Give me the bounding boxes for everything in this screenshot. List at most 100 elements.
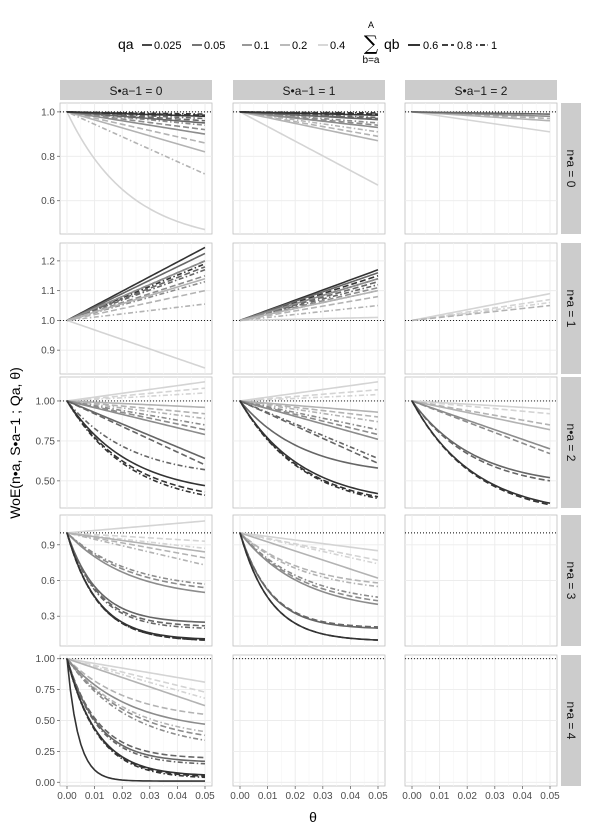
y-tick-label: 0.00 [36,778,56,789]
series-line [411,111,551,115]
x-tick-label: 0.02 [112,791,132,802]
series-line [239,274,379,322]
series-line [239,532,379,598]
y-tick-label: 0.3 [41,612,55,623]
legend: qa 0.025 0.05 0.1 0.2 0.4 A ∑ b=a qb 0.6 0.8 1 [118,20,497,66]
series-line [66,532,206,542]
y-tick-label: 0.25 [36,747,56,758]
series-line [66,658,206,733]
row-strip-label: n•a = 0 [564,150,578,188]
series-line [66,658,206,759]
series-line [66,532,206,585]
series-line [411,292,551,322]
series-line [239,532,379,579]
series-line [411,400,551,504]
series-line [239,532,379,602]
series-line [66,400,206,487]
series-line [239,111,379,186]
legend-qa-label: 0.4 [330,40,345,52]
y-tick-label: 1.0 [41,316,55,327]
series-line [66,658,206,726]
series-line [239,277,379,322]
y-tick-label: 0.50 [36,716,56,727]
series-line [411,400,551,482]
y-tick-label: 1.00 [36,396,56,407]
series-line [66,532,206,623]
y-tick-label: 0.6 [41,576,55,587]
series-line [66,520,206,534]
facet-panels [59,102,558,787]
series-line [66,532,206,566]
series-line [66,658,206,742]
series-line [66,111,206,231]
row-strip-label: n•a = 1 [564,290,578,328]
series-line [66,111,206,175]
x-tick-label: 0.05 [368,791,388,802]
col-strip-label: S•a−1 = 0 [110,84,163,98]
series-line [411,111,551,133]
series-line [66,289,206,322]
legend-qb-label: 1 [491,40,497,52]
series-line [239,400,379,460]
series-line [66,263,206,322]
series-line [66,380,206,402]
legend-sum-symbol: ∑ [364,31,379,55]
x-tick-label: 0.01 [430,791,450,802]
series-line [66,252,206,322]
series-line [66,658,206,765]
series-line [239,400,379,464]
y-tick-label: 0.75 [36,436,56,447]
x-tick-label: 0.03 [313,791,333,802]
x-tick-label: 0.05 [540,791,560,802]
series-line [239,316,379,322]
series-line [66,269,206,322]
series-line [411,400,551,426]
x-tick-label: 0.02 [457,791,477,802]
series-line [239,532,379,565]
series-line [66,532,206,629]
y-tick-label: 0.6 [41,196,55,207]
y-tick-label: 0.50 [36,476,56,487]
row-strip-bg [561,377,581,508]
legend-qb-label: 0.6 [423,40,438,52]
series-line [239,393,379,402]
series-line [66,400,206,466]
x-tick-label: 0.04 [341,791,361,802]
row-strip-bg [561,515,581,646]
series-line [66,657,206,693]
series-line [239,532,379,584]
col-strip-label: S•a−1 = 1 [283,84,336,98]
x-tick-label: 0.03 [140,791,160,802]
y-tick-label: 1.1 [41,286,55,297]
series-line [239,400,379,469]
x-tick-label: 0.01 [258,791,278,802]
series-line [239,295,379,322]
series-line [66,260,206,322]
series-line [66,111,206,144]
legend-qb-title: qb [384,36,400,52]
x-tick-label: 0.05 [195,791,215,802]
series-line [411,400,551,450]
series-line [66,658,206,763]
x-tick-label: 0.03 [485,791,505,802]
y-tick-label: 0.9 [41,540,55,551]
series-line [239,532,379,606]
series-line [66,532,206,641]
series-line [66,658,206,777]
legend-qa-entries: 0.025 0.05 0.1 0.2 0.4 [142,40,345,52]
series-line [239,272,379,322]
series-line [411,400,551,479]
series-line [66,303,206,322]
series-line [66,658,206,779]
row-strip-bg [561,243,581,374]
series-line [66,392,206,402]
series-line [66,277,206,322]
y-tick-label: 0.9 [41,346,55,357]
x-tick-label: 0.04 [168,791,188,802]
series-line [66,400,206,420]
y-axis-title: WoE(n•a, S•a−1 ; Qa, θ) [7,367,23,519]
series-line [239,111,379,114]
series-line [66,657,206,700]
legend-qa-label: 0.05 [204,40,225,52]
legend-sum-upper: A [368,20,374,30]
